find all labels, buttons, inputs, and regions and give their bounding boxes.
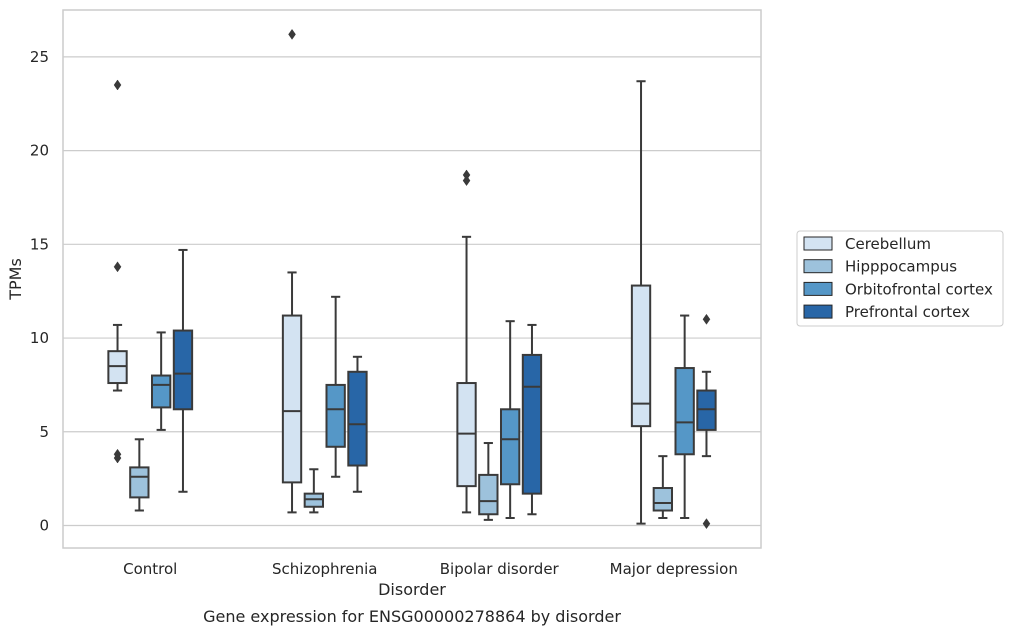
outlier-point: [462, 175, 471, 187]
legend: Cerebellum Hipppocampus Orbitofrontal cort…: [796, 230, 1004, 327]
box-iqr: [630, 284, 652, 428]
box-orbitofrontal-cortex: [674, 314, 695, 520]
legend-label: Orbitofrontal cortex: [845, 280, 993, 298]
legend-label: Cerebellum: [845, 235, 931, 253]
outlier-point: [702, 313, 711, 325]
y-tick-label: 10: [30, 329, 49, 347]
legend-swatch: [803, 259, 833, 274]
y-tick-label: 25: [30, 48, 49, 66]
box-cerebellum: [281, 28, 303, 514]
box-iqr: [521, 353, 543, 495]
outlier-point: [288, 28, 296, 40]
outlier-point: [113, 79, 122, 91]
legend-swatch: [803, 236, 833, 251]
x-tick-label: Control: [123, 560, 177, 578]
plot-frame: [62, 9, 762, 549]
box-iqr: [478, 473, 499, 516]
legend-label: Prefrontal cortex: [845, 303, 970, 321]
y-tick-labels: 0 5 10 15 20 25: [30, 48, 49, 535]
outlier-point: [113, 261, 122, 273]
box-iqr: [652, 487, 674, 512]
box-prefrontal-cortex: [696, 313, 717, 530]
box-iqr: [281, 314, 303, 484]
box-hipppocampus: [129, 438, 150, 512]
x-tick-labels: Control Schizophrenia Bipolar disorder Majo…: [123, 560, 738, 578]
box-cerebellum: [456, 169, 477, 514]
box-cerebellum: [630, 80, 652, 525]
box-iqr: [347, 370, 368, 467]
y-tick-label: 15: [30, 235, 49, 253]
legend-label: Hipppocampus: [845, 258, 957, 276]
x-tick-label: Major depression: [610, 560, 738, 578]
outlier-point: [113, 452, 122, 464]
legend-swatch: [803, 304, 833, 319]
x-tick-label: Schizophrenia: [272, 560, 377, 578]
box-iqr: [674, 367, 695, 456]
box-prefrontal-cortex: [347, 355, 368, 493]
legend-swatch: [803, 281, 833, 296]
box-plots: [107, 28, 717, 530]
box-cerebellum: [107, 79, 128, 464]
box-iqr: [172, 329, 194, 411]
box-orbitofrontal-cortex: [499, 320, 521, 520]
y-tick-label: 5: [39, 423, 49, 441]
box-iqr: [129, 466, 150, 499]
plot-area: [63, 10, 761, 548]
y-tick-label: 0: [39, 517, 49, 535]
x-tick-label: Bipolar disorder: [440, 560, 560, 578]
box-orbitofrontal-cortex: [150, 331, 172, 431]
box-iqr: [325, 383, 346, 448]
figure-caption: Gene expression for ENSG00000278864 by d…: [203, 607, 621, 626]
legend-frame: [796, 230, 1004, 327]
box-hipppocampus: [652, 455, 674, 520]
y-axis-label: TPMs: [6, 258, 25, 301]
box-orbitofrontal-cortex: [325, 295, 346, 478]
outlier-point: [702, 518, 711, 530]
box-prefrontal-cortex: [521, 323, 543, 516]
box-prefrontal-cortex: [172, 248, 194, 493]
box-hipppocampus: [303, 468, 325, 514]
box-iqr: [499, 408, 521, 486]
box-hipppocampus: [478, 442, 499, 521]
box-iqr: [150, 374, 172, 409]
y-tick-label: 20: [30, 142, 49, 160]
x-axis-label: Disorder: [378, 580, 446, 599]
